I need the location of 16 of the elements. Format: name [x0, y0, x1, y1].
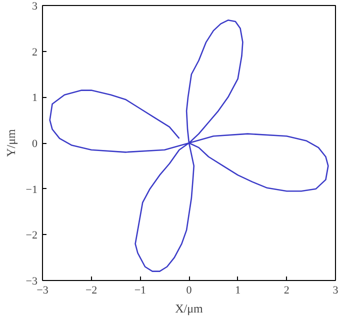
x-tick-label: −1	[134, 284, 146, 296]
y-tick-label: 2	[32, 46, 38, 58]
x-tick-label: −2	[85, 284, 98, 296]
y-tick-label: −3	[26, 276, 38, 288]
y-tick-label: 0	[32, 138, 38, 150]
y-axis-title: Y/μm	[4, 128, 18, 157]
x-tick-label: 3	[332, 284, 339, 296]
y-tick-label: 3	[32, 0, 38, 12]
x-tick-label: 2	[284, 284, 290, 296]
x-axis-title: X/μm	[175, 302, 204, 316]
y-tick-label: −2	[26, 230, 38, 242]
y-tick-label: −1	[26, 184, 38, 196]
x-tick-label: 1	[235, 284, 241, 296]
x-tick-label: 0	[186, 284, 192, 296]
y-tick-label: 1	[32, 92, 38, 104]
line-series	[49, 20, 329, 272]
